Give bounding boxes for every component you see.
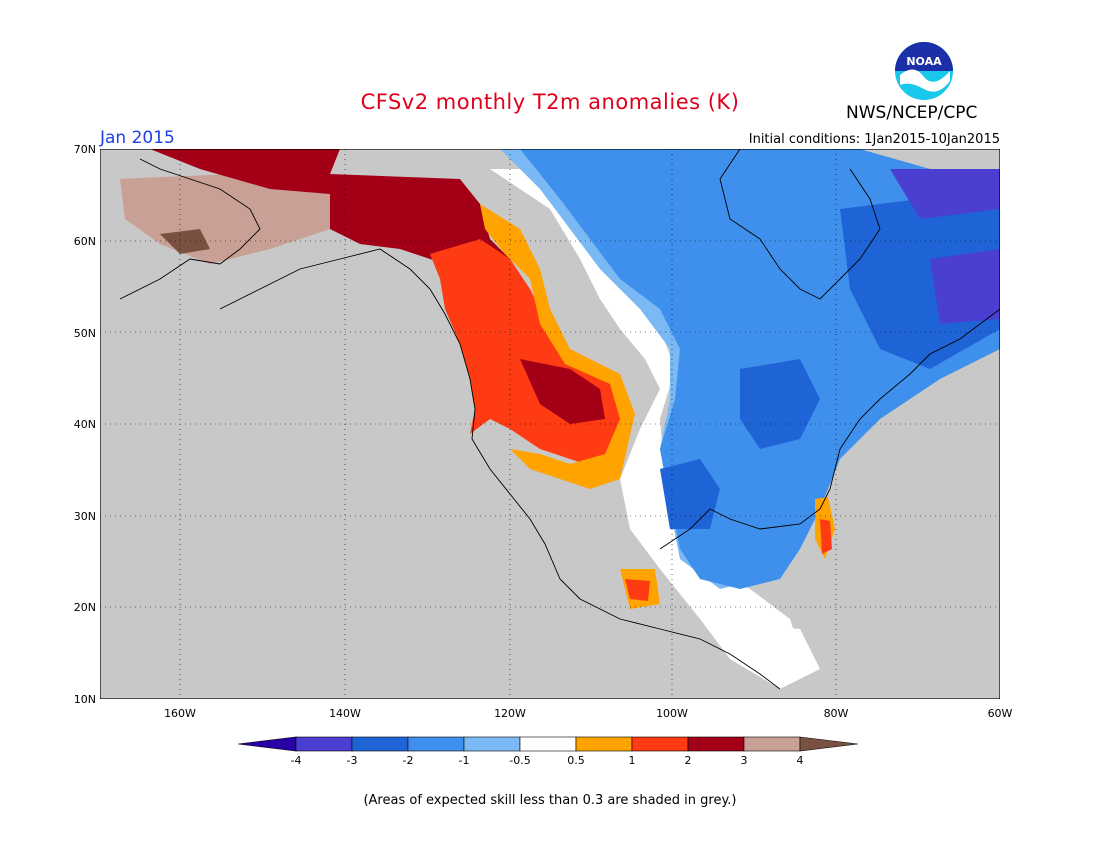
lat-label-30n: 30N — [73, 510, 96, 523]
chart-title: CFSv2 monthly T2m anomalies (K) — [360, 90, 740, 114]
lon-label-60w: 60W — [987, 707, 1013, 720]
colorbar-segment — [407, 736, 465, 752]
initial-conditions-label: Initial conditions: 1Jan2015-10Jan2015 — [748, 132, 1000, 147]
lon-label-100w: 100W — [656, 707, 688, 720]
lat-label-60n: 60N — [73, 235, 96, 248]
colorbar-segment — [743, 736, 801, 752]
colorbar-segment — [295, 736, 353, 752]
colorbar-segment — [631, 736, 689, 752]
colorbar-segment — [463, 736, 521, 752]
colorbar — [238, 736, 859, 752]
colorbar-tick-label: 1 — [628, 754, 636, 767]
colorbar-segment — [687, 736, 745, 752]
agency-label: NWS/NCEP/CPC — [846, 103, 978, 123]
lon-label-80w: 80W — [823, 707, 849, 720]
colorbar-tick-label: 3 — [740, 754, 748, 767]
colorbar-tick-label: -1 — [458, 754, 470, 767]
colorbar-tick-label: -2 — [402, 754, 414, 767]
colorbar-tick-label: -3 — [346, 754, 358, 767]
lon-label-120w: 120W — [494, 707, 526, 720]
colorbar-tick-label: 0.5 — [567, 754, 585, 767]
footer-note: (Areas of expected skill less than 0.3 a… — [363, 793, 737, 808]
colorbar-segment — [799, 736, 859, 752]
lon-label-160w: 160W — [164, 707, 196, 720]
svg-text:NOAA: NOAA — [906, 55, 942, 68]
colorbar-segment — [519, 736, 577, 752]
anomaly-fields — [120, 149, 1000, 689]
colorbar-segment — [575, 736, 633, 752]
lat-label-40n: 40N — [73, 418, 96, 431]
colorbar-segment — [238, 736, 297, 752]
lat-label-20n: 20N — [73, 601, 96, 614]
lat-label-70n: 70N — [73, 143, 96, 156]
colorbar-segment — [351, 736, 409, 752]
colorbar-tick-label: 4 — [796, 754, 804, 767]
lon-label-140w: 140W — [329, 707, 361, 720]
colorbar-tick-label: -4 — [290, 754, 302, 767]
lat-label-10n: 10N — [73, 693, 96, 706]
colorbar-tick-label: -0.5 — [509, 754, 531, 767]
lat-label-50n: 50N — [73, 327, 96, 340]
noaa-logo: NOAA — [895, 42, 953, 100]
coastlines — [119, 149, 1000, 690]
valid-month-label: Jan 2015 — [100, 128, 175, 148]
colorbar-tick-label: 2 — [684, 754, 692, 767]
grid-lines — [100, 149, 1000, 699]
anomaly-map — [100, 149, 1000, 699]
